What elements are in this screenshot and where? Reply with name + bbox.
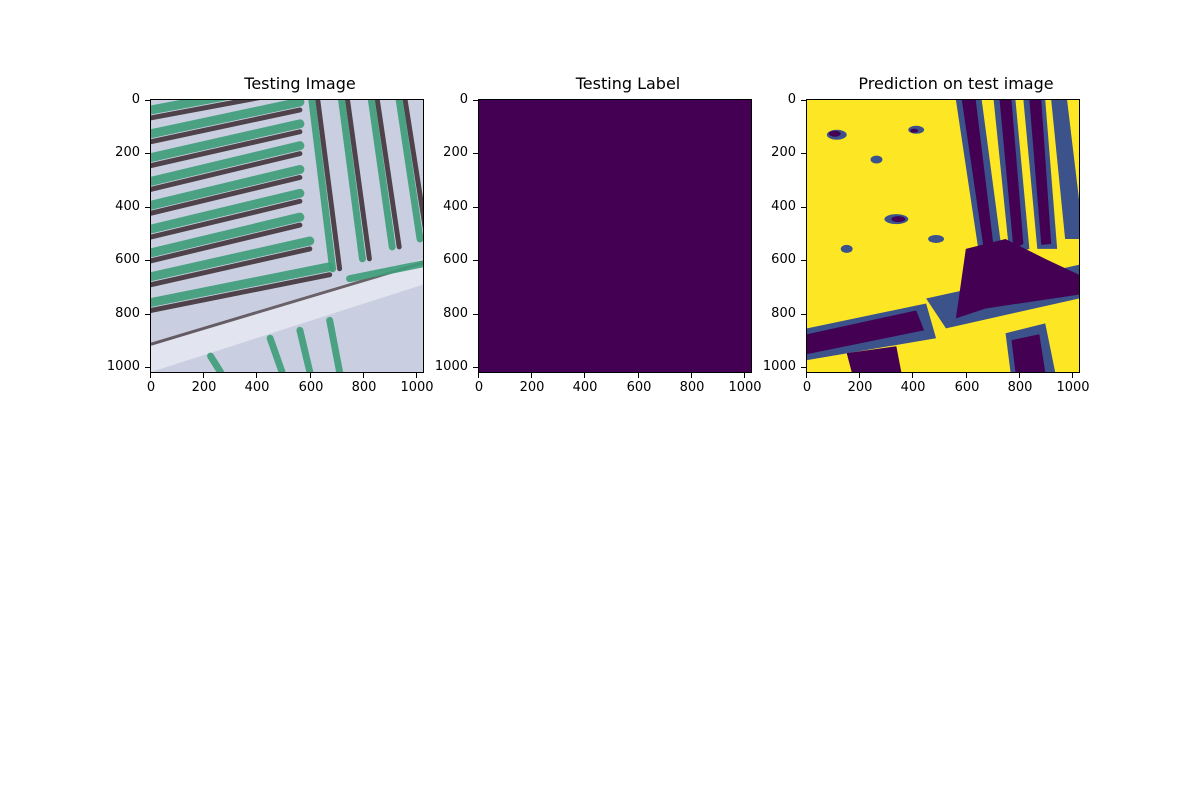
x-tick-label: 1000 bbox=[1053, 373, 1093, 395]
panel-testing-image: Testing Image bbox=[107, 0, 450, 420]
y-tick-label: 0 bbox=[756, 92, 806, 107]
x-tick-label: 200 bbox=[840, 373, 880, 395]
x-tick-label: 800 bbox=[1000, 373, 1040, 395]
testing-label-axes bbox=[478, 99, 752, 373]
x-tick-label: 600 bbox=[291, 373, 331, 395]
y-tick-label: 200 bbox=[100, 145, 150, 160]
x-tick-label: 600 bbox=[619, 373, 659, 395]
x-tick-label: 600 bbox=[947, 373, 987, 395]
x-tick-label: 400 bbox=[237, 373, 277, 395]
y-tick-label: 400 bbox=[100, 199, 150, 214]
testing-image-photo bbox=[151, 100, 423, 372]
y-tick-label: 0 bbox=[100, 92, 150, 107]
y-tick-label: 600 bbox=[100, 252, 150, 267]
testing-label-mask bbox=[479, 100, 751, 372]
x-tick-label: 200 bbox=[512, 373, 552, 395]
x-tick-label: 0 bbox=[787, 373, 827, 395]
panel-title: Testing Label bbox=[575, 74, 681, 93]
prediction-axes bbox=[806, 99, 1080, 373]
y-tick-label: 600 bbox=[428, 252, 478, 267]
x-tick-label: 0 bbox=[131, 373, 171, 395]
x-tick-label: 400 bbox=[893, 373, 933, 395]
y-tick-label: 1000 bbox=[428, 359, 478, 374]
panel-title: Testing Image bbox=[244, 74, 356, 93]
x-tick-label: 800 bbox=[344, 373, 384, 395]
panel-title: Prediction on test image bbox=[858, 74, 1054, 93]
panel-prediction: Prediction on test image bbox=[763, 0, 1106, 420]
y-tick-label: 800 bbox=[756, 306, 806, 321]
y-tick-label: 800 bbox=[100, 306, 150, 321]
panel-testing-label: Testing Label 0 200 400 600 800 1000 0 2… bbox=[435, 0, 778, 420]
y-tick-label: 0 bbox=[428, 92, 478, 107]
y-tick-label: 800 bbox=[428, 306, 478, 321]
y-tick-label: 400 bbox=[756, 199, 806, 214]
y-tick-label: 200 bbox=[756, 145, 806, 160]
x-tick-label: 0 bbox=[459, 373, 499, 395]
y-tick-label: 600 bbox=[756, 252, 806, 267]
x-tick-label: 1000 bbox=[397, 373, 437, 395]
x-tick-label: 200 bbox=[184, 373, 224, 395]
y-tick-label: 200 bbox=[428, 145, 478, 160]
x-tick-label: 800 bbox=[672, 373, 712, 395]
y-tick-label: 400 bbox=[428, 199, 478, 214]
prediction-segmentation bbox=[807, 100, 1079, 372]
x-tick-label: 400 bbox=[565, 373, 605, 395]
x-tick-label: 1000 bbox=[725, 373, 765, 395]
y-tick-label: 1000 bbox=[756, 359, 806, 374]
testing-image-axes bbox=[150, 99, 424, 373]
y-tick-label: 1000 bbox=[100, 359, 150, 374]
